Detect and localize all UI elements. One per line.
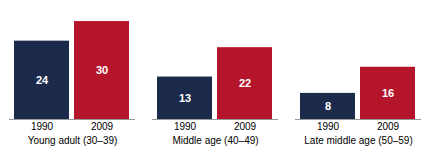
svg-text:22: 22 [239,77,251,89]
svg-text:1990: 1990 [317,121,340,132]
svg-text:1990: 1990 [174,121,197,132]
svg-text:2009: 2009 [377,121,400,132]
svg-text:8: 8 [325,100,331,112]
svg-text:Young adult (30–39): Young adult (30–39) [28,135,118,146]
svg-text:30: 30 [96,64,108,76]
svg-text:2009: 2009 [234,121,257,132]
svg-text:16: 16 [382,87,394,99]
svg-text:13: 13 [179,92,191,104]
svg-text:1990: 1990 [31,121,54,132]
svg-text:Late middle age (50–59): Late middle age (50–59) [304,135,412,146]
svg-text:24: 24 [36,74,49,86]
svg-text:2009: 2009 [91,121,114,132]
svg-text:Middle age (40–49): Middle age (40–49) [172,135,258,146]
